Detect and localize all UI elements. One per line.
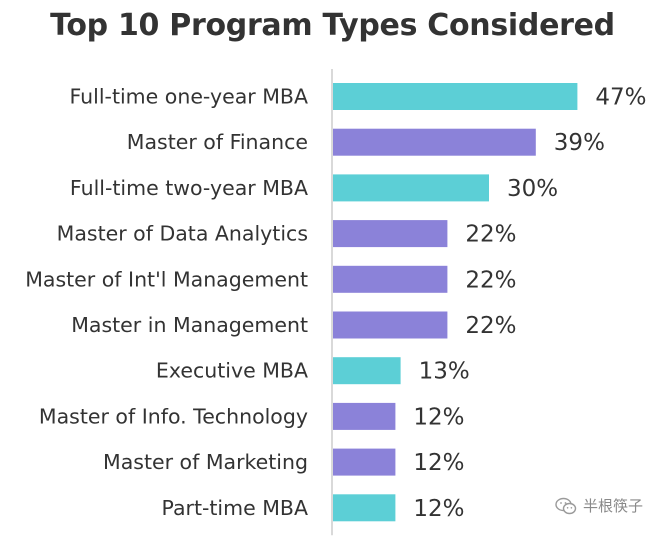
- category-label: Full-time one-year MBA: [70, 85, 309, 109]
- watermark-text: 半根筷子: [582, 497, 643, 515]
- bar: [333, 220, 448, 248]
- bar: [333, 265, 448, 293]
- category-label: Master of Info. Technology: [39, 404, 308, 428]
- data-label: 47%: [595, 85, 646, 111]
- data-label: 30%: [507, 176, 558, 202]
- data-label: 12%: [413, 496, 464, 522]
- bar: [333, 83, 578, 110]
- category-label: Master of Finance: [127, 130, 308, 154]
- data-label: 22%: [465, 267, 516, 293]
- bar: [333, 128, 536, 156]
- data-label: 39%: [554, 130, 605, 156]
- category-label: Master of Int'l Management: [25, 267, 308, 291]
- data-label: 22%: [465, 222, 516, 248]
- data-label: 13%: [419, 359, 470, 385]
- category-label: Master in Management: [71, 313, 308, 337]
- bar: [333, 448, 396, 476]
- bar: [333, 402, 396, 430]
- category-label: Executive MBA: [156, 359, 308, 383]
- bar: [333, 494, 396, 522]
- category-label: Part-time MBA: [162, 496, 308, 520]
- category-label: Master of Marketing: [103, 450, 308, 474]
- data-label: 12%: [413, 450, 464, 476]
- watermark: 半根筷子: [555, 495, 643, 516]
- bar: [333, 174, 489, 202]
- bar: [333, 357, 401, 385]
- category-label: Master of Data Analytics: [57, 222, 308, 246]
- data-label: 12%: [413, 404, 464, 430]
- data-label: 22%: [465, 313, 516, 339]
- chart-title: Top 10 Program Types Considered: [50, 8, 615, 43]
- bar: [333, 311, 448, 339]
- wechat-icon: [555, 497, 577, 514]
- category-label: Full-time two-year MBA: [70, 176, 308, 200]
